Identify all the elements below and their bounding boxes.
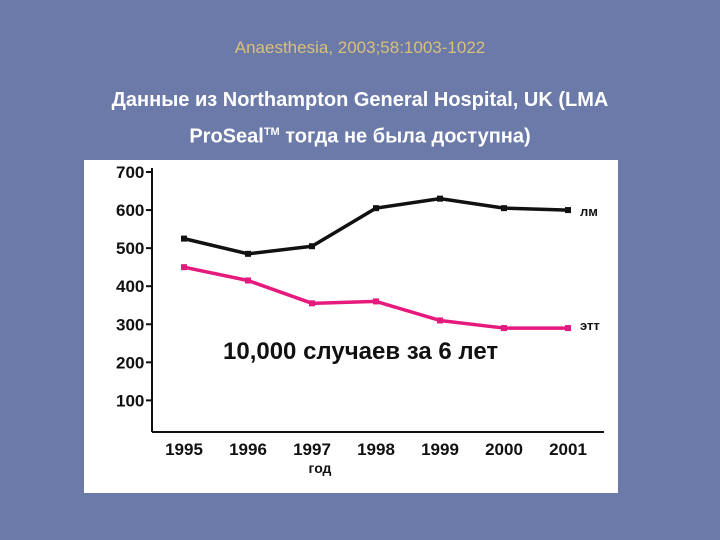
heading-proseal: ProSeal [189,125,264,148]
heading-trademark: TM [263,126,280,138]
data-point [501,325,507,332]
y-tick-label: 600 [116,201,144,220]
data-point [373,298,379,305]
slide-heading: Данные из Northampton General Hospital, … [0,84,720,153]
data-point [501,205,507,212]
chart-annotation: 10,000 случаев за 6 лет [219,338,503,366]
x-axis-label: год [309,460,332,476]
chart-svg: 100 200 300 400 500 600 700 1995 1996 1997 1998 199… [116,163,604,476]
data-point [181,264,187,271]
y-tick-label: 700 [116,163,144,182]
x-tick-label: 2000 [485,440,523,459]
series-label: лм [580,204,598,219]
data-point [309,243,315,250]
y-tick-label: 300 [116,315,144,334]
data-point [437,317,443,324]
x-tick-label: 2001 [549,440,587,459]
y-tick-label: 400 [116,277,144,296]
data-point [181,235,187,242]
data-point [565,325,571,332]
x-tick-label: 1995 [165,440,203,459]
y-tick-label: 100 [116,391,144,410]
citation: Anaesthesia, 2003;58:1003-1022 [234,38,486,57]
data-point [245,250,251,257]
x-tick-label: 1998 [357,440,395,459]
data-point [245,277,251,284]
x-tick-label: 1997 [293,440,331,459]
x-tick-label: 1996 [229,440,267,459]
heading-rest: тогда не была доступна) [279,125,531,148]
series-label: этт [580,318,600,333]
heading-line-2: ProSealTM тогда не была доступна) [0,116,720,153]
series-line-ett [183,265,568,330]
data-point [373,205,379,212]
data-point [437,195,443,202]
y-tick-label: 200 [116,353,144,372]
x-tick-label: 1999 [421,440,459,459]
y-tick-label: 500 [116,239,144,258]
heading-line-1: Данные из Northampton General Hospital, … [111,89,609,111]
data-point [565,207,571,214]
data-point [309,300,315,307]
line-chart: 100 200 300 400 500 600 700 1995 1996 1997 1998 199… [84,160,618,493]
